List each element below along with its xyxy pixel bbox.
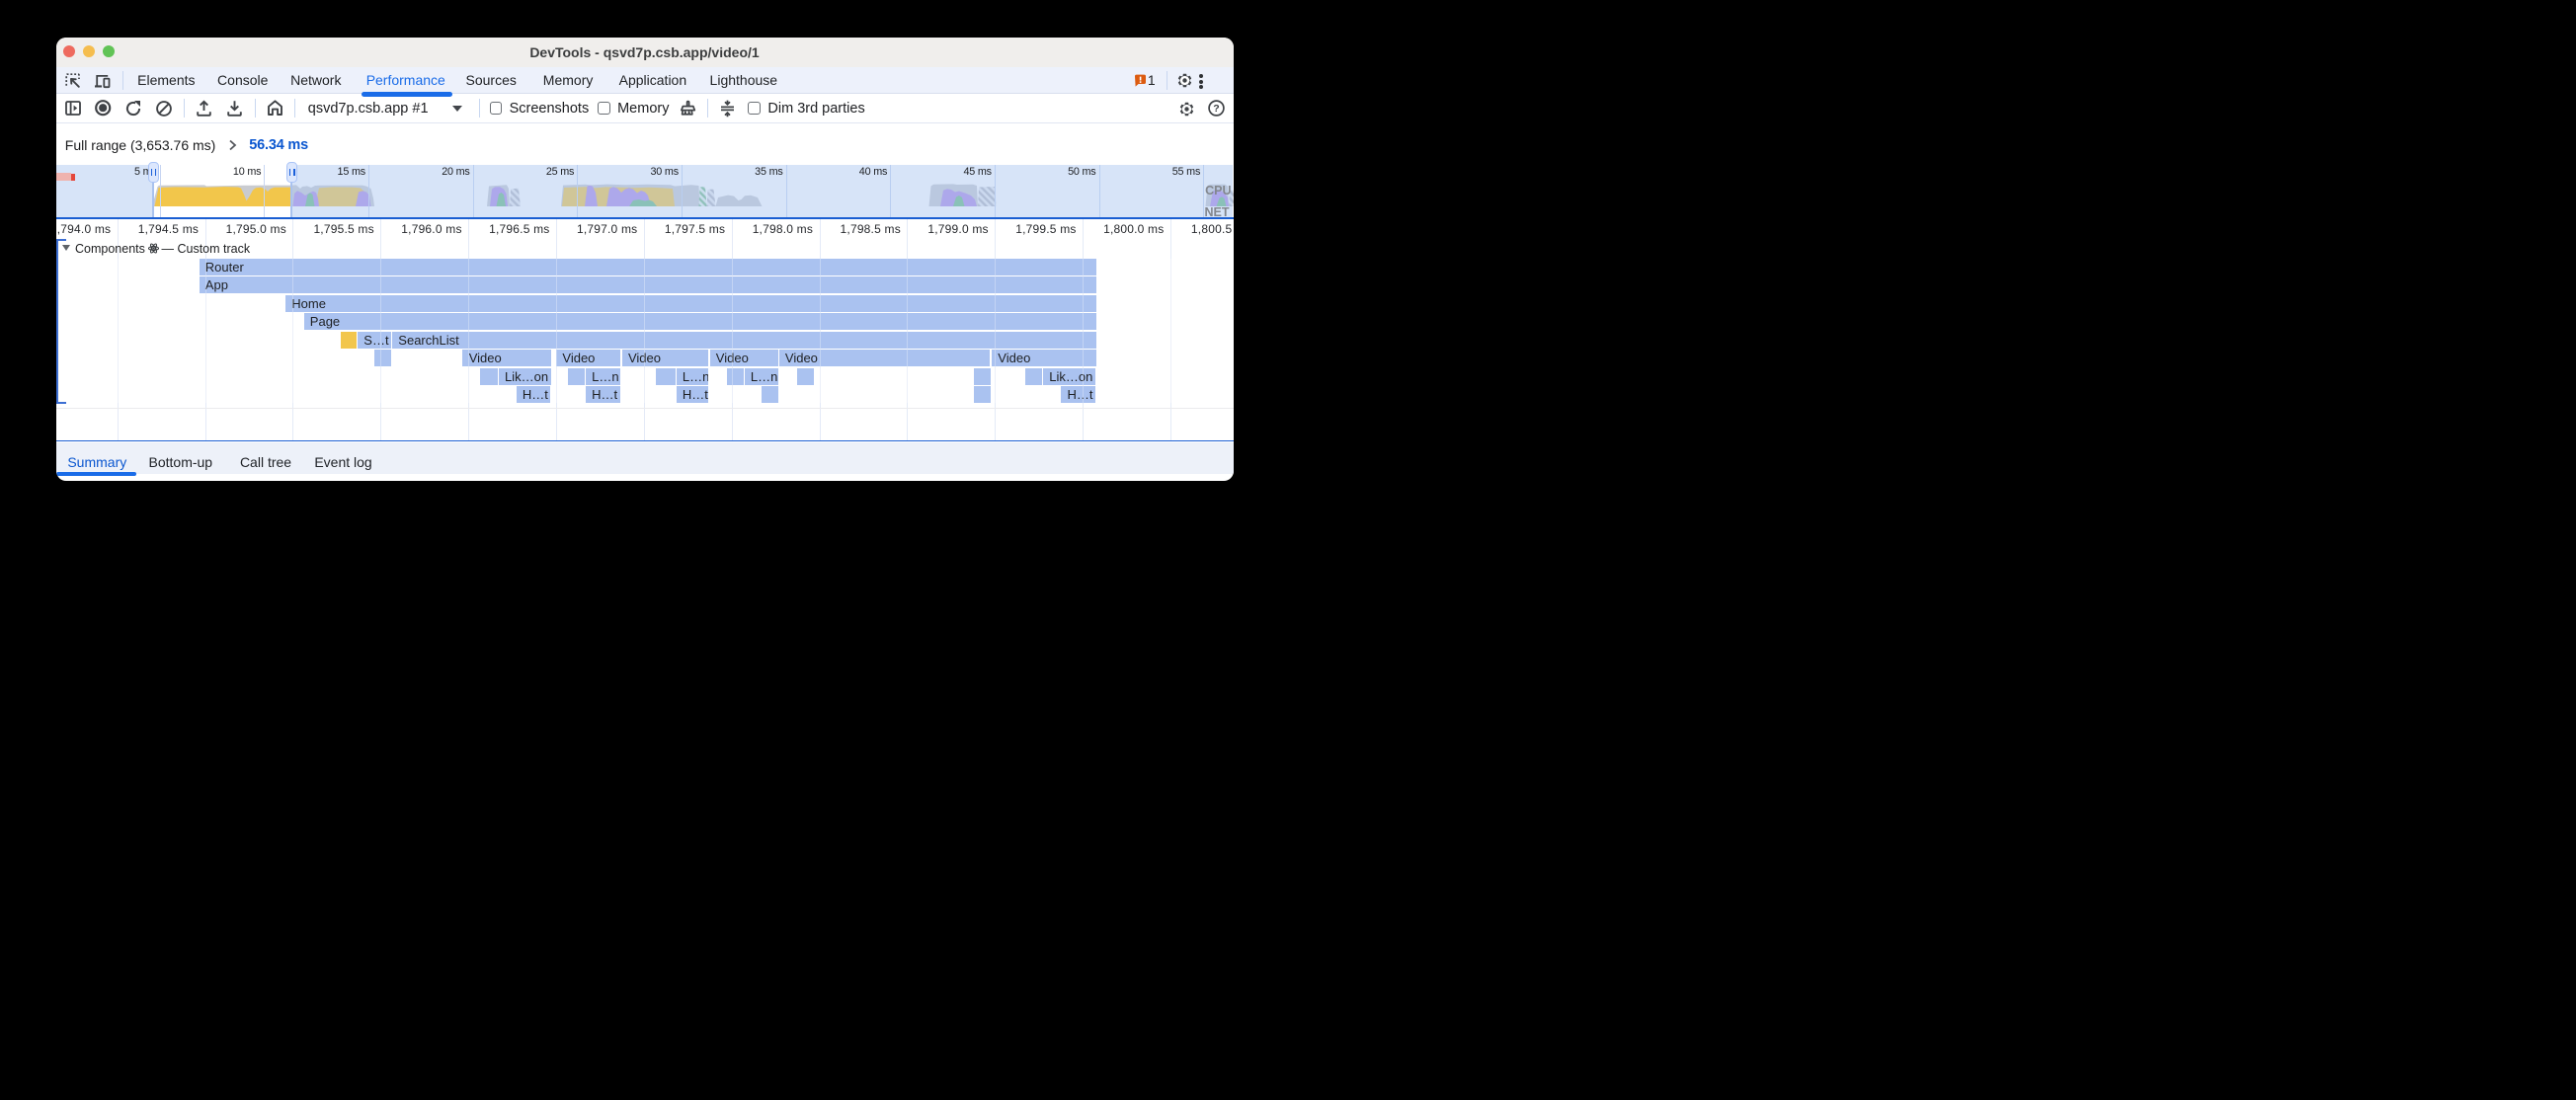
- svg-text:?: ?: [1213, 103, 1219, 115]
